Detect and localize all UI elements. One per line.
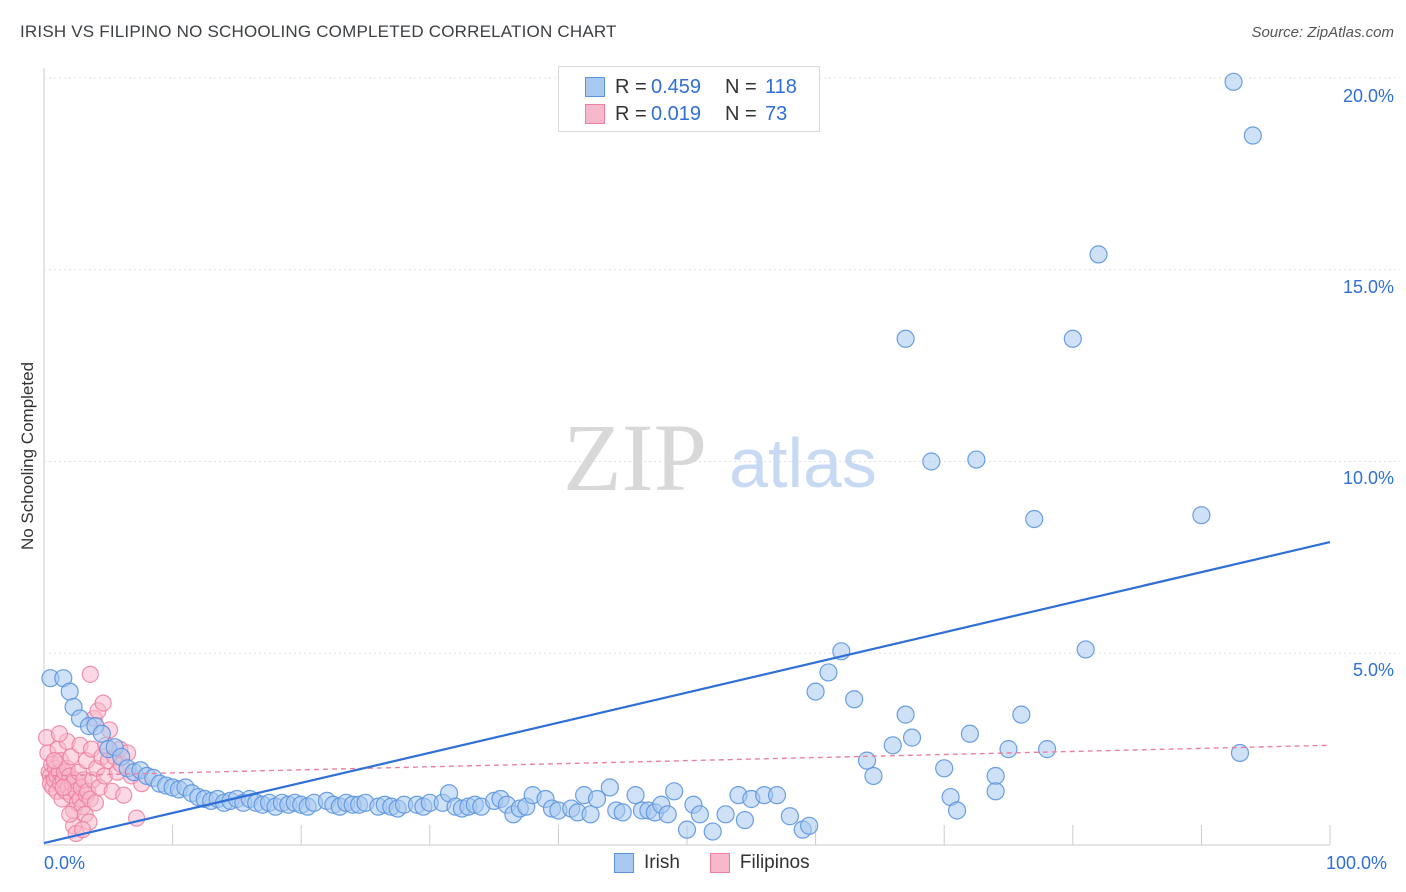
legend-row-filipino: R = 0.019 N = 73 xyxy=(585,101,787,127)
filipino-point xyxy=(115,786,133,804)
filipino-point xyxy=(61,805,79,823)
n-value: 118 xyxy=(765,75,797,98)
irish-point xyxy=(902,728,922,747)
irish-point xyxy=(60,682,79,701)
filipino-trend-line xyxy=(43,744,1331,777)
filipino-points xyxy=(37,665,151,843)
r-label: R = xyxy=(615,102,647,125)
legend-item-irish[interactable]: Irish xyxy=(614,852,680,874)
irish-legend-label: Irish xyxy=(644,852,680,873)
irish-point xyxy=(613,803,632,822)
irish-point xyxy=(806,682,825,701)
irish-point xyxy=(986,782,1005,801)
filipino-legend-swatch xyxy=(709,853,730,873)
gridlines xyxy=(43,68,1400,846)
filipino-point xyxy=(86,794,105,812)
irish-point xyxy=(767,786,787,805)
series-legend: Irish Filipinos xyxy=(614,852,840,874)
n-value: 73 xyxy=(765,102,788,125)
irish-point xyxy=(626,786,645,805)
irish-point xyxy=(883,736,902,755)
irish-point xyxy=(1063,329,1082,348)
y-tick-5: 5.0% xyxy=(1352,660,1394,680)
filipino-point xyxy=(54,778,72,797)
r-label: R = xyxy=(615,75,647,98)
irish-trend-line xyxy=(43,540,1331,845)
irish-point xyxy=(587,789,607,809)
irish-point xyxy=(819,663,838,682)
irish-point xyxy=(665,782,684,801)
filipino-point xyxy=(81,665,99,683)
irish-point xyxy=(1192,506,1211,525)
filipino-point xyxy=(94,694,112,712)
r-value: 0.019 xyxy=(651,102,702,125)
source-label: Source: ZipAtlas.com xyxy=(1251,24,1394,41)
filipino-swatch xyxy=(585,104,605,124)
irish-point xyxy=(967,450,986,469)
chart-title: IRISH VS FILIPINO NO SCHOOLING COMPLETED… xyxy=(20,22,617,41)
watermark-atlas: atlas xyxy=(729,424,877,502)
y-tick-20: 20.0% xyxy=(1342,86,1394,106)
irish-point xyxy=(1089,245,1108,264)
irish-point xyxy=(735,810,754,830)
irish-point xyxy=(922,452,941,471)
x-tick-0: 0.0% xyxy=(44,853,86,873)
irish-point xyxy=(780,807,799,826)
n-label: N = xyxy=(725,75,757,98)
irish-point xyxy=(857,751,877,770)
irish-swatch xyxy=(585,77,605,97)
y-tick-10: 10.0% xyxy=(1342,468,1394,488)
irish-point xyxy=(1037,740,1057,759)
irish-legend-swatch xyxy=(614,853,634,873)
n-label: N = xyxy=(725,102,757,125)
irish-point xyxy=(703,822,722,841)
x-tick-100: 100.0% xyxy=(1326,853,1388,873)
irish-point xyxy=(800,816,819,835)
irish-point xyxy=(658,805,677,824)
irish-point xyxy=(986,766,1005,786)
irish-point xyxy=(600,778,619,797)
r-value: 0.459 xyxy=(651,75,702,98)
legend-row-irish: R = 0.459 N = 118 xyxy=(585,74,797,100)
legend-item-filipinos[interactable]: Filipinos xyxy=(709,852,810,874)
irish-point xyxy=(960,724,980,743)
irish-point xyxy=(1230,743,1250,763)
watermark-zip: ZIP xyxy=(563,404,707,511)
trend-lines xyxy=(43,540,1331,845)
irish-point xyxy=(677,820,697,839)
irish-point xyxy=(1025,509,1044,529)
irish-point xyxy=(896,705,915,724)
irish-point xyxy=(716,805,735,824)
irish-point xyxy=(845,690,864,709)
filipino-point xyxy=(45,752,63,770)
irish-point xyxy=(1012,705,1031,724)
irish-point xyxy=(935,759,954,778)
irish-point xyxy=(581,805,600,824)
irish-point xyxy=(947,801,967,820)
irish-point xyxy=(92,724,111,743)
irish-point xyxy=(896,329,915,348)
filipino-legend-label: Filipinos xyxy=(739,852,810,873)
irish-point xyxy=(690,805,709,824)
irish-point xyxy=(1224,72,1243,91)
filipino-point xyxy=(50,725,69,743)
irish-point xyxy=(864,766,883,786)
irish-point xyxy=(1243,126,1262,145)
y-tick-15: 15.0% xyxy=(1342,277,1394,297)
stats-legend: R = 0.459 N = 118 R = 0.019 N = 73 xyxy=(558,66,820,132)
irish-point xyxy=(1076,640,1095,659)
irish-point xyxy=(999,740,1018,759)
